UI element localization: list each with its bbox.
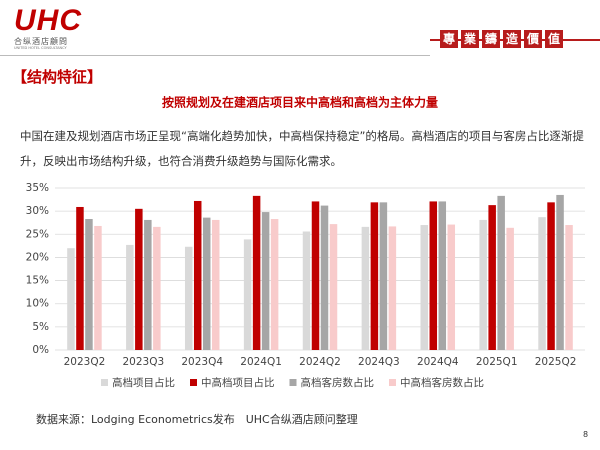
slogan-char: 造 [503,30,521,48]
bar [126,244,134,350]
section-title: 【结构特征】 [12,68,103,86]
bar [320,205,329,350]
bar [488,205,496,350]
bar [85,219,93,350]
bar [547,202,555,350]
bar [76,206,84,350]
bar [252,195,261,350]
bar [135,208,143,350]
y-tick-label: 30% [26,205,49,217]
bar [497,195,505,350]
y-tick-label: 35% [26,182,49,194]
x-tick-label: 2023Q2 [64,356,106,368]
bar [565,225,573,350]
bar [556,194,564,350]
logo-cn: 合纵酒店顧問 [14,37,68,46]
y-tick-label: 5% [32,321,49,333]
slogan-char: 業 [461,30,479,48]
bar [270,219,279,350]
page-number: 8 [583,430,589,439]
bar [370,202,379,350]
bar [67,248,75,350]
bar [261,212,270,350]
legend-swatch [389,379,396,386]
legend-label: 中高档项目占比 [201,376,275,389]
x-tick-label: 2024Q3 [358,356,400,368]
bar [479,219,487,350]
bar [429,201,438,350]
x-tick-label: 2025Q2 [535,356,577,368]
bar [202,217,211,350]
legend-label: 高档项目占比 [112,376,175,389]
x-tick-label: 2024Q1 [240,356,282,368]
bar [302,231,311,350]
y-tick-label: 15% [26,275,49,287]
bar [447,224,456,350]
legend-label: 高档客房数占比 [301,376,375,389]
bar [361,226,370,350]
bar [311,201,320,350]
bar [184,246,193,350]
chart-title: 按照规划及在建酒店项目来中高档和高档为主体力量 [162,95,438,110]
y-tick-label: 10% [26,298,49,310]
x-tick-label: 2024Q4 [417,356,459,368]
bar [506,227,514,350]
bar [388,226,397,350]
bar [243,239,252,350]
x-tick-label: 2023Q4 [181,356,223,368]
bar [329,224,338,350]
x-tick-label: 2024Q2 [299,356,341,368]
legend-label: 中高档客房数占比 [400,376,484,389]
x-tick-label: 2023Q3 [122,356,164,368]
legend-swatch [289,379,297,386]
slogan-char: 價 [524,30,542,48]
legend-swatch [190,379,197,386]
y-tick-label: 20% [26,251,49,263]
slogan-char: 值 [545,30,563,48]
bar [144,219,152,350]
bar [438,201,447,350]
bar [211,219,220,350]
slogan-char: 專 [440,30,458,48]
slogan-char: 鑄 [482,30,500,48]
bar [153,226,161,350]
x-tick-label: 2025Q1 [476,356,518,368]
bar [379,202,388,350]
bar [94,225,102,350]
header-rule [0,55,430,56]
slogan: 專業鑄造價值 [440,30,563,48]
bar [193,200,202,350]
logo-en: UNITED HOTEL CONSULTANCY [14,46,67,50]
logo: UHC [14,4,82,37]
paragraph: 中国在建及规划酒店市场正呈现“高端化趋势加快，中高档保持稳定”的格局。高档酒店的… [20,129,584,168]
bar [420,225,429,350]
source: 数据来源：Lodging Econometrics发布 UHC合纵酒店顾问整理 [36,413,358,426]
legend-swatch [101,379,108,386]
y-tick-label: 0% [32,344,49,356]
bar [538,217,546,350]
y-tick-label: 25% [26,228,49,240]
